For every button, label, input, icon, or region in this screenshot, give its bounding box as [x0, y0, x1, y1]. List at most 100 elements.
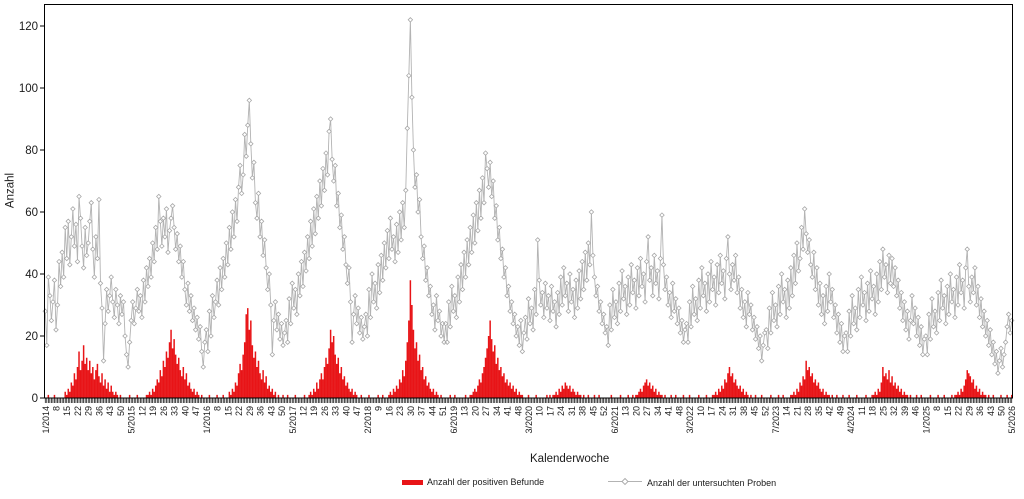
legend-item-positive-findings: Anzahl der positiven Befunde: [402, 477, 544, 487]
svg-text:37: 37: [417, 406, 427, 416]
svg-text:60: 60: [25, 207, 38, 219]
svg-text:3/2022: 3/2022: [685, 406, 695, 434]
svg-text:52: 52: [760, 406, 770, 416]
svg-text:20: 20: [631, 406, 641, 416]
bar-series-swatch-icon: [402, 479, 423, 485]
svg-text:26: 26: [320, 406, 330, 416]
svg-text:22: 22: [73, 406, 83, 416]
legend-item-examined-samples: Anzahl der untersuchten Proben: [608, 477, 776, 488]
svg-text:5/2015: 5/2015: [127, 406, 137, 434]
svg-text:48: 48: [674, 406, 684, 416]
svg-text:33: 33: [170, 406, 180, 416]
svg-text:29: 29: [245, 406, 255, 416]
svg-text:28: 28: [803, 406, 813, 416]
svg-text:3/2020: 3/2020: [524, 406, 534, 434]
svg-text:51: 51: [438, 406, 448, 416]
svg-text:19: 19: [148, 406, 158, 416]
svg-text:27: 27: [481, 406, 491, 416]
svg-text:47: 47: [352, 406, 362, 416]
svg-text:42: 42: [825, 406, 835, 416]
svg-text:44: 44: [427, 406, 437, 416]
svg-text:11: 11: [857, 406, 867, 415]
svg-text:30: 30: [406, 406, 416, 416]
svg-text:50: 50: [116, 406, 126, 416]
svg-text:40: 40: [25, 269, 38, 281]
svg-text:43: 43: [266, 406, 276, 416]
svg-text:29: 29: [964, 406, 974, 416]
svg-text:38: 38: [578, 406, 588, 416]
svg-text:1/2025: 1/2025: [921, 406, 931, 434]
svg-text:33: 33: [331, 406, 341, 416]
svg-text:36: 36: [256, 406, 266, 416]
svg-text:8: 8: [52, 406, 62, 411]
svg-text:34: 34: [653, 406, 663, 416]
svg-text:23: 23: [395, 406, 405, 416]
svg-text:39: 39: [900, 406, 910, 416]
legend-label-examined-samples: Anzahl der untersuchten Proben: [647, 477, 777, 488]
line-diamond-swatch-icon: [608, 477, 642, 488]
svg-text:50: 50: [996, 406, 1006, 416]
svg-text:0: 0: [32, 393, 38, 405]
x-axis-title: Kalenderwoche: [530, 453, 610, 465]
svg-text:17: 17: [545, 406, 555, 416]
svg-text:8: 8: [213, 406, 223, 411]
svg-text:12: 12: [298, 406, 308, 416]
svg-text:10: 10: [696, 406, 706, 416]
svg-text:120: 120: [19, 21, 38, 33]
examined-samples-markers: [42, 17, 1015, 376]
svg-text:9: 9: [374, 406, 384, 411]
svg-text:8: 8: [932, 406, 942, 411]
svg-text:17: 17: [707, 406, 717, 416]
svg-text:31: 31: [567, 406, 577, 416]
svg-text:41: 41: [664, 406, 674, 416]
svg-text:40: 40: [341, 406, 351, 416]
svg-text:20: 20: [470, 406, 480, 416]
svg-text:4/2024: 4/2024: [846, 406, 856, 434]
svg-text:45: 45: [588, 406, 598, 416]
svg-text:41: 41: [503, 406, 513, 416]
svg-text:80: 80: [25, 145, 38, 157]
svg-text:19: 19: [309, 406, 319, 416]
svg-text:36: 36: [975, 406, 985, 416]
svg-text:7/2023: 7/2023: [771, 406, 781, 434]
svg-text:38: 38: [739, 406, 749, 416]
svg-text:29: 29: [84, 406, 94, 416]
svg-text:6/2021: 6/2021: [610, 406, 620, 434]
svg-text:35: 35: [814, 406, 824, 416]
y-axis-ticks: [40, 25, 45, 399]
svg-text:22: 22: [234, 406, 244, 416]
svg-text:50: 50: [277, 406, 287, 416]
svg-text:40: 40: [180, 406, 190, 416]
svg-text:1/2014: 1/2014: [41, 406, 51, 434]
svg-text:5/2017: 5/2017: [288, 406, 298, 434]
svg-text:5/2026: 5/2026: [1007, 406, 1017, 434]
svg-text:43: 43: [105, 406, 115, 416]
svg-text:21: 21: [792, 406, 802, 416]
svg-text:45: 45: [750, 406, 760, 416]
svg-text:43: 43: [986, 406, 996, 416]
svg-text:32: 32: [889, 406, 899, 416]
svg-text:20: 20: [25, 331, 38, 343]
svg-text:15: 15: [223, 406, 233, 416]
x-axis-ticks: [44, 398, 1013, 403]
svg-text:46: 46: [911, 406, 921, 416]
svg-text:52: 52: [599, 406, 609, 416]
legend-label-positive-findings: Anzahl der positiven Befunde: [427, 477, 545, 487]
y-axis-labels: 0 20 40 60 80 100 120: [19, 21, 38, 405]
svg-text:24: 24: [556, 406, 566, 416]
svg-text:1/2016: 1/2016: [202, 406, 212, 434]
svg-text:100: 100: [19, 83, 38, 95]
svg-text:2/2018: 2/2018: [363, 406, 373, 434]
svg-text:27: 27: [642, 406, 652, 416]
svg-text:13: 13: [621, 406, 631, 416]
svg-text:16: 16: [384, 406, 394, 416]
svg-text:13: 13: [460, 406, 470, 416]
svg-text:34: 34: [492, 406, 502, 416]
legend: Anzahl der positiven Befunde Anzahl der …: [0, 477, 1024, 491]
svg-text:24: 24: [717, 406, 727, 416]
svg-text:6/2019: 6/2019: [449, 406, 459, 434]
svg-text:49: 49: [835, 406, 845, 416]
svg-text:18: 18: [868, 406, 878, 416]
